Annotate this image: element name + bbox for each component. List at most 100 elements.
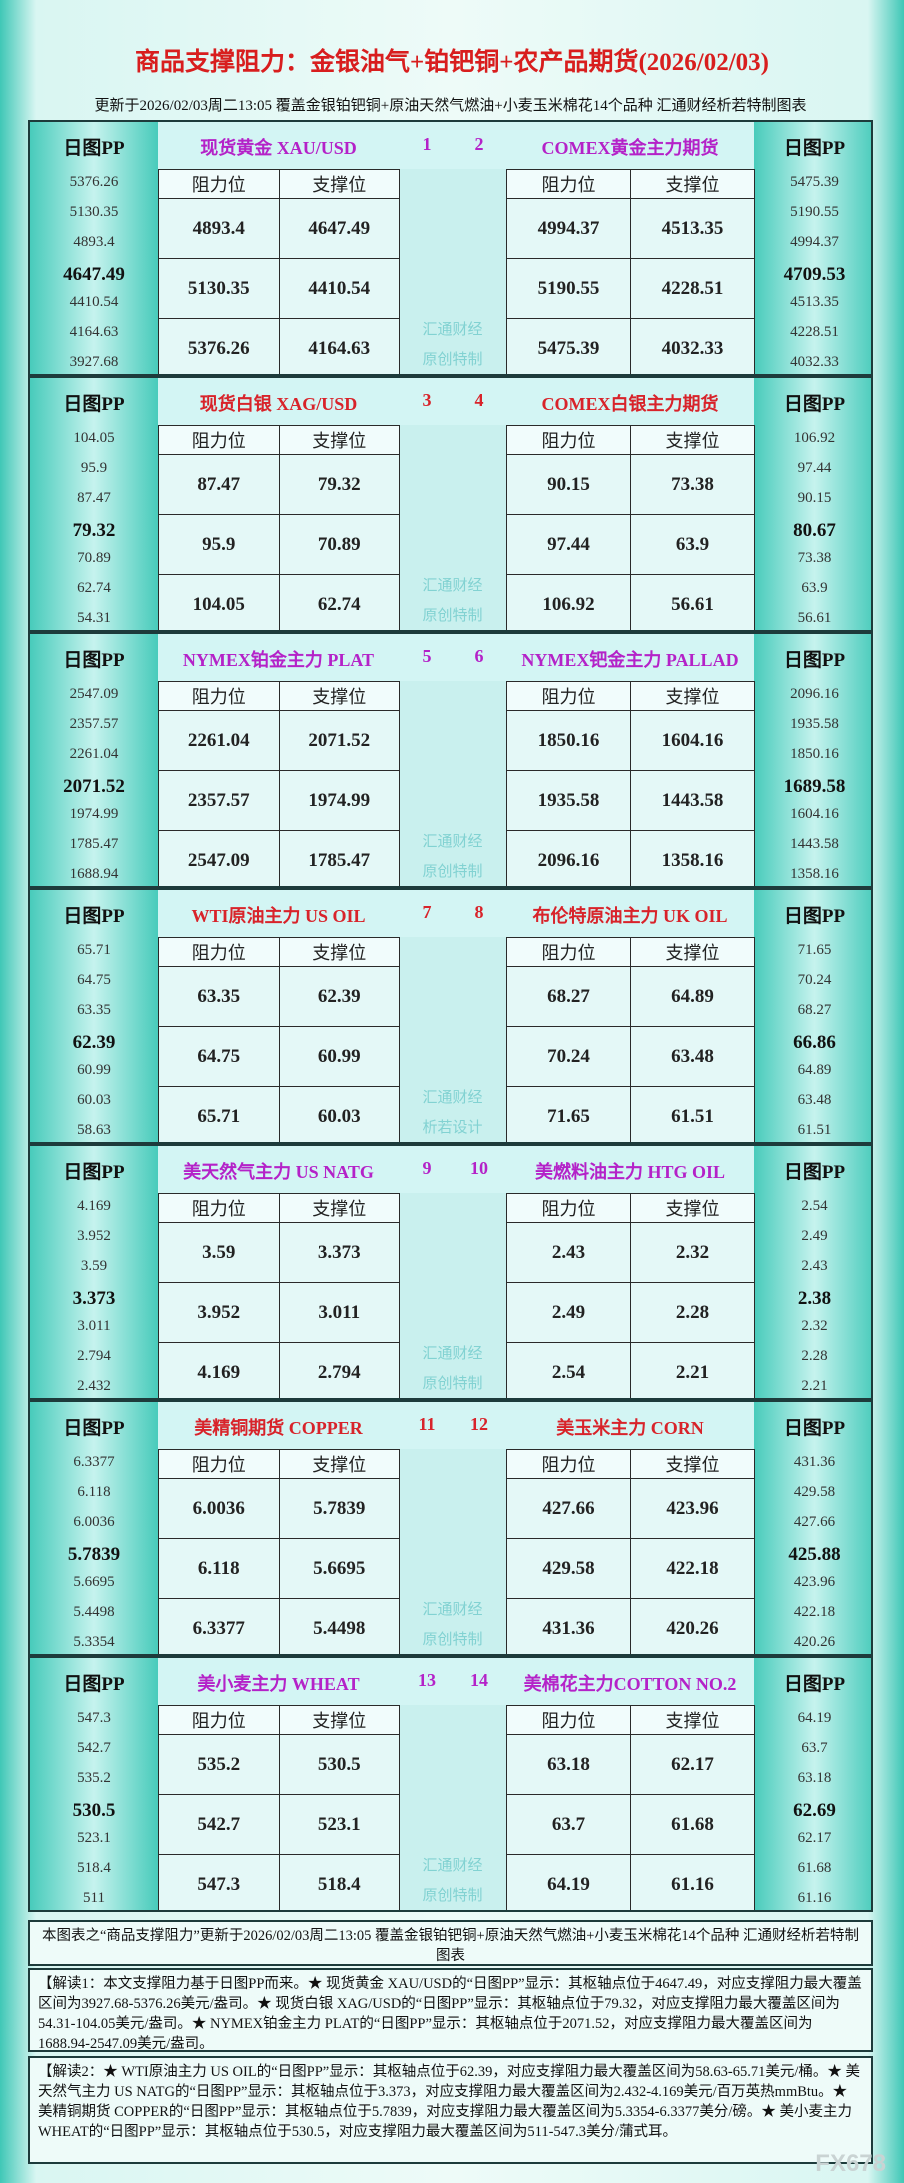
pp-level: 5475.39 bbox=[790, 174, 839, 190]
pp-column bbox=[30, 634, 158, 886]
pp-level: 63.7 bbox=[801, 1740, 828, 1756]
pp-level: 4893.4 bbox=[73, 234, 115, 250]
table-cell: 3.59 bbox=[158, 1222, 280, 1283]
instrument-number: 3 bbox=[422, 390, 432, 410]
pp-column bbox=[754, 378, 871, 630]
table-header: 阻力位 bbox=[506, 169, 631, 199]
table-cell: 1785.47 bbox=[278, 830, 400, 886]
table-cell: 64.19 bbox=[506, 1854, 631, 1910]
pp-level: 427.66 bbox=[793, 1514, 836, 1530]
commodity-block: 日图PP WTI原油主力 US OIL 7 65.71 64.75 63.35 62.39 6… bbox=[28, 888, 873, 1144]
table-cell: 427.66 bbox=[506, 1478, 631, 1539]
table-header: 阻力位 bbox=[506, 1449, 631, 1479]
instrument-name: 现货白银 XAG/USD bbox=[199, 394, 358, 414]
pp-level: 73.38 bbox=[797, 550, 832, 566]
name-row bbox=[158, 378, 399, 425]
pp-level: 422.18 bbox=[793, 1604, 836, 1620]
instrument-name: 现货黄金 XAU/USD bbox=[200, 138, 357, 158]
table-header: 阻力位 bbox=[506, 937, 631, 967]
watermark: 汇通财经 bbox=[422, 322, 483, 338]
table-header: 支撑位 bbox=[630, 1449, 755, 1479]
table-cell: 518.4 bbox=[278, 1854, 400, 1910]
table-cell: 2.54 bbox=[506, 1342, 631, 1398]
table-cell: 4647.49 bbox=[278, 198, 400, 259]
table-cell: 63.7 bbox=[506, 1794, 631, 1855]
pp-level: 6.118 bbox=[77, 1484, 111, 1500]
pp-level: 54.31 bbox=[77, 610, 111, 626]
table-header: 阻力位 bbox=[158, 169, 280, 199]
table-cell: 423.96 bbox=[630, 1478, 755, 1539]
watermark: 汇通财经 bbox=[422, 834, 483, 850]
commodity-block: 日图PP 现货白银 XAG/USD 3 104.05 95.9 87.47 79.32 70.… bbox=[28, 376, 873, 632]
table-header: 阻力位 bbox=[506, 1193, 631, 1223]
table-cell: 90.15 bbox=[506, 454, 631, 515]
pp-label: 日图PP bbox=[783, 394, 846, 415]
pp-level: 2261.04 bbox=[69, 746, 119, 762]
watermark: 原创特制 bbox=[422, 352, 483, 368]
pp-level: 64.19 bbox=[797, 1710, 832, 1726]
table-cell: 63.35 bbox=[158, 966, 280, 1027]
table-cell: 63.9 bbox=[630, 514, 755, 575]
table-header: 支撑位 bbox=[630, 425, 755, 455]
pp-level: 63.35 bbox=[77, 1002, 111, 1018]
table-cell: 5190.55 bbox=[506, 258, 631, 319]
table-header: 支撑位 bbox=[278, 1705, 400, 1735]
pp-level: 5.3354 bbox=[73, 1634, 115, 1650]
table-cell: 5.6695 bbox=[278, 1538, 400, 1599]
pp-level: 1935.58 bbox=[790, 716, 839, 732]
table-cell: 104.05 bbox=[158, 574, 280, 630]
pp-level: 104.05 bbox=[73, 430, 115, 446]
pp-level: 429.58 bbox=[793, 1484, 836, 1500]
pp-level: 62.69 bbox=[793, 1800, 836, 1821]
table-cell: 2547.09 bbox=[158, 830, 280, 886]
table-cell: 2096.16 bbox=[506, 830, 631, 886]
pp-level: 61.16 bbox=[797, 1890, 832, 1906]
pp-level: 3927.68 bbox=[69, 354, 119, 370]
table-cell: 5.7839 bbox=[278, 1478, 400, 1539]
watermark: 汇通财经 bbox=[422, 1602, 483, 1618]
name-row-middle bbox=[399, 890, 506, 937]
table-cell: 542.7 bbox=[158, 1794, 280, 1855]
table-cell: 3.373 bbox=[278, 1222, 400, 1283]
pp-level: 68.27 bbox=[797, 1002, 832, 1018]
table-cell: 62.17 bbox=[630, 1734, 755, 1795]
pp-column bbox=[754, 1658, 871, 1910]
pp-level: 4513.35 bbox=[790, 294, 839, 310]
pp-column bbox=[30, 890, 158, 1142]
pp-level: 431.36 bbox=[793, 1454, 836, 1470]
table-cell: 4032.33 bbox=[630, 318, 755, 374]
pp-level: 4.169 bbox=[77, 1198, 111, 1214]
table-cell: 97.44 bbox=[506, 514, 631, 575]
pp-label: 日图PP bbox=[63, 1674, 125, 1695]
pp-label: 日图PP bbox=[63, 138, 125, 159]
pp-level: 5.4498 bbox=[73, 1604, 115, 1620]
table-cell: 5.4498 bbox=[278, 1598, 400, 1654]
instrument-name: 美精铜期货 COPPER bbox=[194, 1418, 363, 1438]
watermark: 汇通财经 bbox=[422, 578, 483, 594]
table-cell: 431.36 bbox=[506, 1598, 631, 1654]
table-cell: 70.24 bbox=[506, 1026, 631, 1087]
pp-level: 4228.51 bbox=[790, 324, 839, 340]
pp-level: 2.794 bbox=[77, 1348, 111, 1364]
watermark: 原创特制 bbox=[422, 1632, 483, 1648]
pp-level: 3.011 bbox=[77, 1318, 111, 1334]
pp-level: 425.88 bbox=[788, 1544, 841, 1565]
instrument-name: COMEX黄金主力期货 bbox=[541, 138, 719, 158]
table-cell: 73.38 bbox=[630, 454, 755, 515]
pp-level: 423.96 bbox=[793, 1574, 836, 1590]
pp-label: 日图PP bbox=[783, 138, 846, 159]
title: 商品支撑阻力：金银油气+铂钯铜+农产品期货(2026/02/03) bbox=[134, 49, 770, 76]
pp-level: 4410.54 bbox=[69, 294, 119, 310]
table-cell: 65.71 bbox=[158, 1086, 280, 1142]
watermark-logo: FX678 bbox=[815, 2150, 886, 2177]
instrument-number: 13 bbox=[418, 1670, 436, 1690]
instrument-number: 9 bbox=[422, 1158, 432, 1178]
pp-level: 65.71 bbox=[77, 942, 111, 958]
pp-column bbox=[754, 634, 871, 886]
table-cell: 4164.63 bbox=[278, 318, 400, 374]
pp-label: 日图PP bbox=[63, 394, 125, 415]
table-cell: 2.794 bbox=[278, 1342, 400, 1398]
pp-column bbox=[754, 122, 871, 374]
watermark: 汇通财经 bbox=[422, 1346, 483, 1362]
